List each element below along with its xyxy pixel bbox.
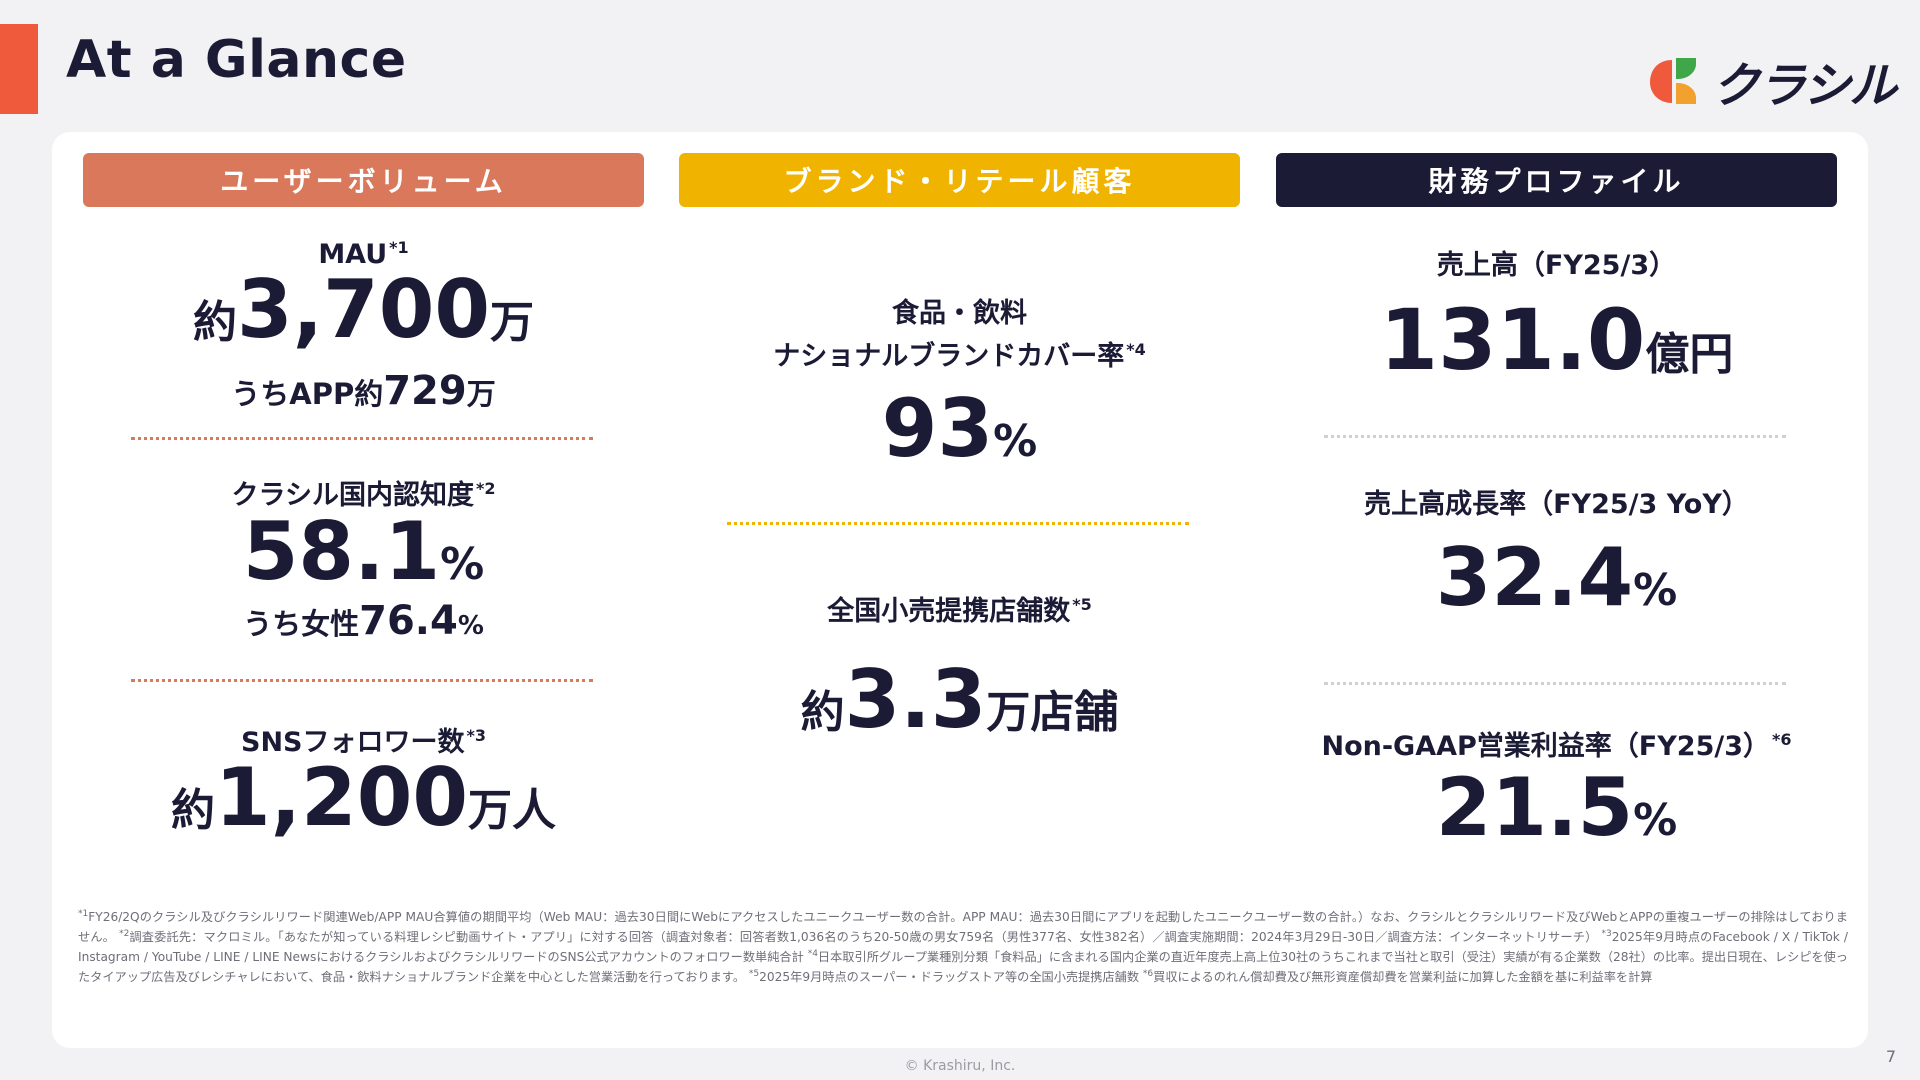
- nb-cover-note: *4: [1126, 340, 1146, 359]
- finance-divider-2: [1324, 682, 1786, 685]
- brand-retail-header: ブランド・リテール顧客: [679, 153, 1240, 207]
- brand-retail-column: ブランド・リテール顧客 食品・飲料 ナショナルブランドカバー率 *4 93% 全国…: [679, 132, 1240, 872]
- page-number: 7: [1885, 1047, 1896, 1066]
- finance-header: 財務プロファイル: [1276, 153, 1837, 207]
- footnotes: *1FY26/2Qのクラシル及びクラシルリワード関連Web/APP MAU合算値…: [78, 909, 1848, 985]
- nb-cover-label-line1: 食品・飲料: [892, 298, 1027, 329]
- stores-note: *5: [1072, 595, 1092, 614]
- finance-divider-1: [1324, 435, 1786, 438]
- title-accent-bar: [0, 24, 38, 114]
- copyright: © Krashiru, Inc.: [904, 1058, 1016, 1074]
- sns-value: 約1,200万人: [170, 751, 557, 844]
- finance-column: 財務プロファイル 売上高（FY25/3） 131.0億円 売上高成長率（FY25…: [1276, 132, 1837, 872]
- nb-cover-value: 93%: [881, 382, 1038, 475]
- mau-label: MAU *1: [318, 238, 409, 270]
- revenue-label: 売上高（FY25/3）: [1436, 250, 1677, 281]
- sns-note: *3: [466, 726, 487, 745]
- stores-value: 約3.3万店舗: [800, 653, 1119, 746]
- footnote-5: 2025年9月時点のスーパー・ドラッグストア等の全国小売提携店舗数: [759, 970, 1140, 985]
- nb-cover-label-line2: ナショナルブランドカバー率 *4: [773, 340, 1146, 372]
- awareness-female-sub: うち女性76.4%: [243, 598, 484, 644]
- revenue-value: 131.0億円: [1379, 291, 1734, 389]
- kurashiru-logo: クラシル: [1648, 46, 1897, 116]
- mau-value: 約3,700万: [192, 263, 535, 356]
- footnote-4: 日本取引所グループ業種別分類「食料品」に含まれる国内企業の直近年度売上高上位30…: [78, 950, 1848, 985]
- margin-label: Non-GAAP営業利益率（FY25/3） *6: [1321, 730, 1792, 762]
- footnote-1: FY26/2Qのクラシル及びクラシルリワード関連Web/APP MAU合算値の期…: [78, 910, 1848, 945]
- growth-label: 売上高成長率（FY25/3 YoY）: [1364, 489, 1749, 520]
- awareness-note: *2: [475, 479, 496, 498]
- awareness-value: 58.1%: [242, 505, 485, 598]
- mau-note: *1: [389, 238, 409, 257]
- glance-card: ユーザーボリューム MAU *1 約3,700万 うちAPP約729万 クラシル国…: [52, 132, 1868, 1048]
- user-volume-column: ユーザーボリューム MAU *1 約3,700万 うちAPP約729万 クラシル国…: [83, 132, 644, 872]
- footnote-3: 2025年9月時点のFacebook / X / TikTok / Instag…: [78, 930, 1848, 965]
- logo-wordmark: クラシル: [1712, 58, 1897, 114]
- sns-label: SNSフォロワー数 *3: [241, 726, 487, 758]
- footnote-2: 調査委託先：マクロミル。「あなたが知っている料理レシピ動画サイト・アプリ」に対す…: [129, 930, 1598, 945]
- growth-value: 32.4%: [1435, 531, 1678, 624]
- stores-label: 全国小売提携店舗数 *5: [827, 595, 1092, 627]
- brand-divider: [727, 522, 1189, 525]
- page-title: At a Glance: [66, 30, 407, 90]
- awareness-label: クラシル国内認知度 *2: [231, 479, 496, 511]
- margin-value: 21.5%: [1435, 761, 1678, 854]
- user-divider-2: [131, 679, 593, 682]
- user-volume-header: ユーザーボリューム: [83, 153, 644, 207]
- footnote-6: 買収によるのれん償却費及び無形資産償却費を営業利益に加算した金額を基に利益率を計…: [1153, 970, 1653, 985]
- user-divider-1: [131, 437, 593, 440]
- mau-app-sub: うちAPP約729万: [231, 368, 496, 414]
- margin-note: *6: [1772, 730, 1792, 749]
- kurashiru-leaf-icon: [1650, 58, 1696, 104]
